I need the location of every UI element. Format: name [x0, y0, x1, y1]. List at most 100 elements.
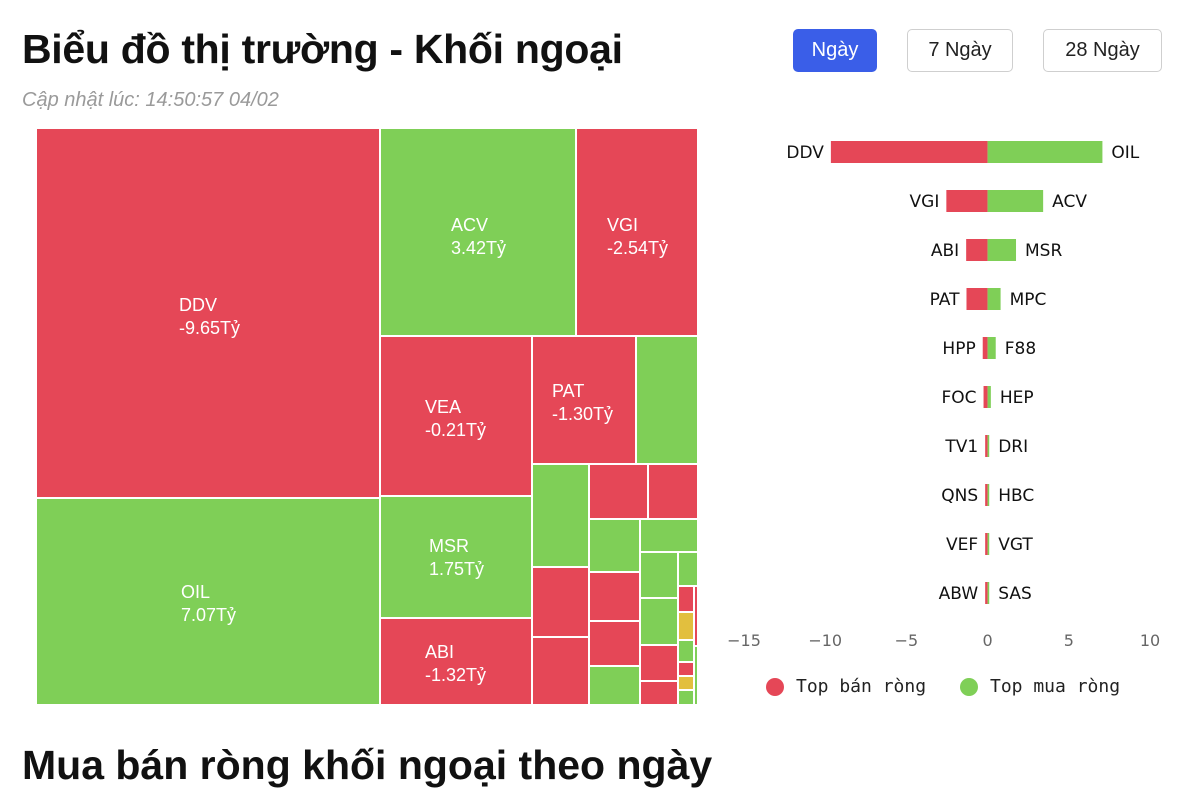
range-7-day-button[interactable]: 7 Ngày: [907, 29, 1013, 72]
bar-sell-vgi[interactable]: [946, 190, 988, 212]
treemap-tile-small[interactable]: [532, 464, 589, 567]
tile-ticker: VEA: [425, 397, 462, 417]
treemap-tile-pat[interactable]: PAT -1.30Tỷ: [532, 336, 636, 464]
tile-value: -2.54Tỷ: [607, 238, 669, 258]
treemap-tile-vgi[interactable]: VGI -2.54Tỷ: [576, 128, 698, 336]
bar-sell-vef[interactable]: [985, 533, 988, 555]
bar-label-buy: VGT: [998, 535, 1033, 555]
legend-sell-swatch: [766, 677, 784, 696]
treemap-tile-acv[interactable]: ACV 3.42Tỷ: [380, 128, 576, 336]
treemap-tile-small[interactable]: [694, 586, 698, 646]
net-flow-bar-chart: DDV OIL VGI ACV ABI MSR PAT MPC HPP F88 FOC HEP TV1 D…: [727, 141, 1160, 650]
tile-ticker: DDV: [179, 295, 218, 315]
tile-value: 7.07Tỷ: [181, 605, 237, 625]
tile-ticker: ABI: [425, 642, 455, 662]
treemap-tile-small[interactable]: [678, 586, 694, 612]
treemap-tile-small[interactable]: [532, 637, 589, 705]
range-28-day-button[interactable]: 28 Ngày: [1043, 29, 1162, 72]
tile-value: -1.30Tỷ: [552, 404, 614, 424]
treemap-tile-small[interactable]: [589, 464, 648, 519]
section-heading: Mua bán ròng khối ngoại theo ngày: [22, 742, 713, 788]
bar-label-sell: DDV: [786, 143, 824, 163]
treemap-tile-small[interactable]: [678, 640, 694, 662]
tile-value: 1.75Tỷ: [429, 559, 485, 579]
bar-label-sell: ABW: [939, 584, 979, 604]
range-day-button[interactable]: Ngày: [793, 29, 877, 72]
bar-label-sell: VGI: [910, 192, 940, 212]
legend-item-sell[interactable]: Top bán ròng: [766, 676, 926, 697]
bar-sell-qns[interactable]: [985, 484, 988, 506]
treemap-tile-small[interactable]: [532, 567, 589, 637]
treemap-tile-small[interactable]: [678, 690, 694, 705]
legend-buy-swatch: [960, 677, 978, 696]
bar-buy-vgt[interactable]: [987, 533, 990, 555]
bar-buy-oil[interactable]: [987, 141, 1103, 163]
bar-label-buy: DRI: [998, 437, 1028, 457]
bar-label-buy: HEP: [1000, 388, 1034, 408]
treemap-tile-abi[interactable]: ABI -1.32Tỷ: [380, 618, 532, 705]
tile-value: -0.21Tỷ: [425, 420, 487, 440]
treemap-tile-small[interactable]: [678, 552, 698, 586]
treemap-tile-ddv[interactable]: DDV -9.65Tỷ: [36, 128, 380, 498]
bar-buy-msr[interactable]: [987, 239, 1017, 261]
x-tick-label: −5: [895, 631, 919, 650]
tile-ticker: VGI: [607, 215, 639, 235]
legend-item-buy[interactable]: Top mua ròng: [960, 676, 1120, 697]
bar-label-buy: OIL: [1111, 143, 1139, 163]
bar-label-buy: ACV: [1052, 192, 1087, 212]
tile-ticker: PAT: [552, 381, 585, 401]
bar-buy-acv[interactable]: [987, 190, 1044, 212]
bar-label-buy: F88: [1005, 339, 1036, 359]
treemap-tile-small[interactable]: [589, 666, 640, 705]
bar-label-buy: SAS: [998, 584, 1032, 604]
treemap-tile-small[interactable]: [678, 662, 694, 676]
bar-label-buy: HBC: [998, 486, 1034, 506]
bar-label-buy: MSR: [1025, 241, 1062, 261]
bar-sell-hpp[interactable]: [982, 337, 988, 359]
bar-sell-abi[interactable]: [966, 239, 988, 261]
treemap-tile-small[interactable]: [636, 336, 698, 464]
treemap-tile-small[interactable]: [640, 681, 678, 705]
bar-label-sell: HPP: [942, 339, 975, 359]
treemap-tile-small[interactable]: [678, 676, 694, 690]
bar-sell-pat[interactable]: [966, 288, 988, 310]
tile-ticker: ACV: [451, 215, 489, 235]
tile-ticker: OIL: [181, 582, 211, 602]
bar-sell-ddv[interactable]: [830, 141, 988, 163]
bar-label-buy: MPC: [1010, 290, 1047, 310]
bar-sell-tv1[interactable]: [985, 435, 988, 457]
bar-buy-f88[interactable]: [987, 337, 996, 359]
bar-label-sell: QNS: [941, 486, 978, 506]
bar-sell-foc[interactable]: [983, 386, 988, 408]
bar-buy-mpc[interactable]: [987, 288, 1001, 310]
tile-value: 3.42Tỷ: [451, 238, 507, 258]
treemap-tile-small[interactable]: [694, 646, 698, 705]
bar-buy-hbc[interactable]: [987, 484, 990, 506]
bar-buy-sas[interactable]: [987, 582, 990, 604]
treemap: DDV -9.65Tỷ OIL 7.07Tỷ ACV 3.42Tỷ VGI -2.54T…: [36, 128, 698, 705]
treemap-tile-small[interactable]: [589, 621, 640, 666]
treemap-tile-small[interactable]: [640, 552, 678, 598]
tile-value: -1.32Tỷ: [425, 665, 487, 685]
treemap-tile-small[interactable]: [640, 598, 678, 645]
page-title: Biểu đồ thị trường - Khối ngoại: [22, 26, 623, 72]
treemap-tile-vea[interactable]: VEA -0.21Tỷ: [380, 336, 532, 496]
treemap-tile-small[interactable]: [589, 572, 640, 621]
bar-buy-hep[interactable]: [987, 386, 991, 408]
bar-label-sell: TV1: [944, 437, 978, 457]
tile-value: -9.65Tỷ: [179, 318, 241, 338]
treemap-tile-msr[interactable]: MSR 1.75Tỷ: [380, 496, 532, 618]
last-updated: Cập nhật lúc: 14:50:57 04/02: [22, 89, 279, 111]
bar-label-sell: VEF: [946, 535, 978, 555]
legend-buy-label: Top mua ròng: [990, 676, 1121, 697]
bar-label-sell: ABI: [931, 241, 959, 261]
treemap-tile-small[interactable]: [640, 645, 678, 681]
bar-label-sell: PAT: [930, 290, 960, 310]
treemap-tile-small[interactable]: [589, 519, 640, 572]
treemap-tile-small[interactable]: [640, 519, 698, 552]
treemap-tile-small[interactable]: [678, 612, 694, 640]
treemap-tile-small[interactable]: [648, 464, 698, 519]
treemap-tile-oil[interactable]: OIL 7.07Tỷ: [36, 498, 380, 705]
bar-buy-dri[interactable]: [987, 435, 990, 457]
bar-sell-abw[interactable]: [985, 582, 988, 604]
